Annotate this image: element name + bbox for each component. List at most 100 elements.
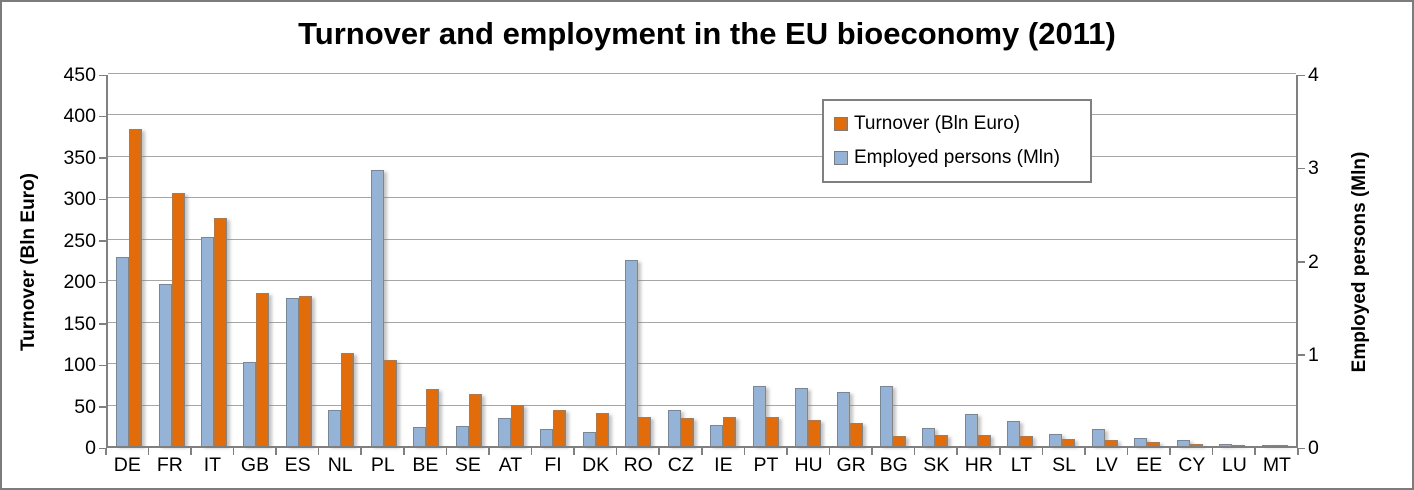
x-tick-4 xyxy=(275,448,277,455)
bar-turnover-SE xyxy=(468,393,482,446)
bar-turnover-LU xyxy=(1232,445,1246,446)
x-label-AT: AT xyxy=(498,454,523,476)
bar-group-CZ xyxy=(659,75,701,446)
plot-area: Turnover (Bln Euro) Employed persons (Ml… xyxy=(106,73,1298,448)
employed-swatch-icon xyxy=(834,151,848,165)
x-tick-14 xyxy=(701,448,703,455)
bar-turnover-GR xyxy=(850,422,864,446)
left-tick-label-0: 0 xyxy=(85,437,96,459)
x-label-LT: LT xyxy=(1010,454,1033,476)
bar-employed-PT xyxy=(752,386,766,446)
bar-turnover-IT xyxy=(214,218,228,446)
bar-group-SK xyxy=(914,75,956,446)
left-tick-450 xyxy=(99,74,106,76)
x-tick-2 xyxy=(190,448,192,455)
x-label-CZ: CZ xyxy=(667,454,694,476)
turnover-swatch-icon xyxy=(834,117,848,131)
left-tick-label-450: 450 xyxy=(63,64,96,86)
bar-employed-NL xyxy=(328,409,342,446)
right-tick-2 xyxy=(1298,261,1305,263)
left-tick-label-50: 50 xyxy=(74,395,96,418)
bar-group-NL xyxy=(320,75,362,446)
bar-turnover-GB xyxy=(256,292,270,446)
bar-group-AT xyxy=(490,75,532,446)
bar-employed-PL xyxy=(370,169,384,446)
x-tick-12 xyxy=(615,448,618,455)
x-tick-24 xyxy=(1126,448,1129,455)
bar-group-BE xyxy=(405,75,447,446)
x-label-SK: SK xyxy=(923,454,950,476)
bar-turnover-LT xyxy=(1020,436,1034,446)
legend-item-turnover: Turnover (Bln Euro) xyxy=(834,113,1080,135)
x-label-LU: LU xyxy=(1221,454,1247,476)
x-tick-28 xyxy=(1297,448,1299,455)
x-tick-20 xyxy=(956,448,958,455)
bar-turnover-LV xyxy=(1104,440,1118,446)
x-tick-7 xyxy=(403,448,405,455)
right-axis-ticks xyxy=(1298,74,1305,449)
left-tick-label-100: 100 xyxy=(63,354,96,377)
bar-group-GB xyxy=(235,75,277,446)
bar-group-DK xyxy=(575,75,617,446)
x-label-NL: NL xyxy=(327,454,353,476)
left-tick-300 xyxy=(99,198,106,201)
bar-employed-CY xyxy=(1176,440,1190,446)
gridline-150 xyxy=(108,321,1296,323)
x-label-DK: DK xyxy=(582,454,610,476)
left-tick-400 xyxy=(99,115,106,118)
bar-turnover-FR xyxy=(171,193,185,446)
bar-group-HU xyxy=(787,75,829,446)
legend-label-turnover: Turnover (Bln Euro) xyxy=(854,113,1021,134)
x-label-PL: PL xyxy=(370,454,395,476)
left-tick-label-400: 400 xyxy=(63,105,96,128)
bar-employed-SE xyxy=(455,426,469,446)
bar-group-FI xyxy=(532,75,574,446)
gridline-50 xyxy=(108,404,1296,406)
bar-employed-HU xyxy=(794,388,808,446)
x-label-BE: BE xyxy=(412,454,439,476)
bar-employed-BG xyxy=(879,386,893,446)
x-tick-11 xyxy=(573,448,575,455)
bar-employed-HR xyxy=(964,414,978,446)
bar-employed-RO xyxy=(625,260,639,446)
bar-turnover-NL xyxy=(341,353,355,446)
right-tick-label-2: 2 xyxy=(1308,250,1319,273)
x-tick-10 xyxy=(530,448,533,455)
bar-turnover-RO xyxy=(638,417,652,446)
bar-turnover-CY xyxy=(1189,443,1203,446)
bar-turnover-FI xyxy=(553,410,567,446)
left-tick-200 xyxy=(99,281,106,284)
x-tick-21 xyxy=(999,448,1001,455)
right-tick-label-0: 0 xyxy=(1308,437,1319,459)
x-tick-1 xyxy=(147,448,150,455)
bar-group-GR xyxy=(829,75,871,446)
bar-group-DE xyxy=(108,75,150,446)
x-label-FI: FI xyxy=(544,454,562,476)
x-tick-8 xyxy=(445,448,448,455)
right-tick-0 xyxy=(1298,447,1305,449)
bar-employed-ES xyxy=(285,297,299,446)
bar-employed-LU xyxy=(1219,444,1233,446)
x-tick-25 xyxy=(1169,448,1171,455)
x-tick-18 xyxy=(871,448,873,455)
x-tick-3 xyxy=(232,448,235,455)
bar-turnover-SL xyxy=(1062,438,1076,446)
x-tick-13 xyxy=(658,448,660,455)
right-tick-label-1: 1 xyxy=(1308,343,1319,366)
bar-employed-FI xyxy=(540,429,554,446)
x-tick-6 xyxy=(360,448,362,455)
legend: Turnover (Bln Euro) Employed persons (Ml… xyxy=(822,99,1092,183)
bar-turnover-CZ xyxy=(680,417,694,446)
bar-turnover-HU xyxy=(807,420,821,446)
bar-group-ES xyxy=(278,75,320,446)
gridline-400 xyxy=(108,114,1296,116)
x-tick-0 xyxy=(105,448,107,455)
x-label-RO: RO xyxy=(623,454,653,476)
x-tick-22 xyxy=(1041,448,1044,455)
bar-employed-BE xyxy=(413,427,427,446)
x-label-GB: GB xyxy=(240,454,270,476)
x-label-IE: IE xyxy=(714,454,733,476)
gridline-200 xyxy=(108,280,1296,282)
left-axis-tick-labels: 450 400 350 300 250 200 150 100 50 0 xyxy=(2,64,96,459)
